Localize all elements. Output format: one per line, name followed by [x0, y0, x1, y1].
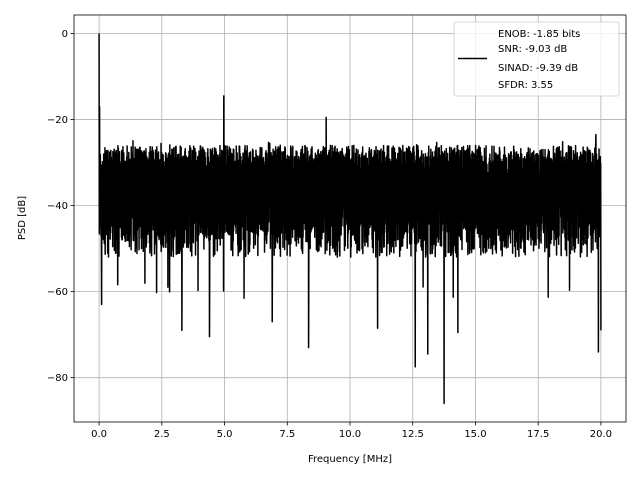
- x-tick-label: 5.0: [217, 429, 233, 440]
- y-axis-label: PSD [dB]: [17, 196, 28, 240]
- y-tick-label: −20: [47, 115, 68, 126]
- x-tick-label: 12.5: [402, 429, 424, 440]
- x-tick-label: 17.5: [527, 429, 549, 440]
- x-tick-label: 15.0: [464, 429, 486, 440]
- legend: ENOB: -1.85 bits SNR: -9.03 dB SINAD: -9…: [453, 21, 620, 97]
- x-tick-label: 20.0: [590, 429, 612, 440]
- plot-area: [98, 33, 602, 405]
- x-axis-label: Frequency [MHz]: [308, 454, 392, 465]
- x-tick-label: 10.0: [339, 429, 361, 440]
- psd-series-line: [98, 33, 602, 405]
- legend-box: [453, 21, 620, 97]
- x-tick-label: 0.0: [91, 429, 107, 440]
- legend-enob: ENOB: -1.85 bits: [498, 29, 580, 40]
- legend-snr: SNR: -9.03 dB: [498, 44, 567, 55]
- ticks: 0.0 2.5 5.0 7.5 10.0 12.5 15.0 17.5 20.0 0 −20 −40 −…: [47, 29, 612, 440]
- legend-sinad: SINAD: -9.39 dB: [498, 63, 578, 74]
- x-tick-label: 7.5: [279, 429, 295, 440]
- y-tick-label: 0: [62, 29, 68, 40]
- y-tick-label: −80: [47, 373, 68, 384]
- y-tick-label: −60: [47, 287, 68, 298]
- legend-sfdr: SFDR: 3.55: [498, 80, 553, 91]
- x-tick-label: 2.5: [154, 429, 170, 440]
- y-tick-label: −40: [47, 201, 68, 212]
